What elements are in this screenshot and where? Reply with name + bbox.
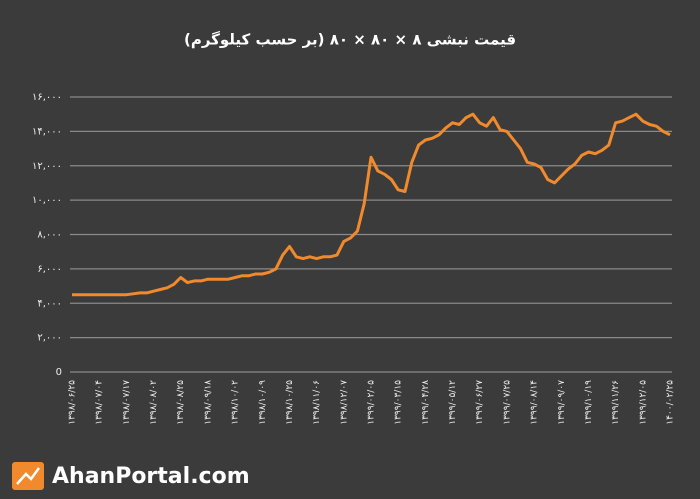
- y-tick-label: ۱۶,۰۰۰: [32, 92, 62, 103]
- y-tick-label: 0: [56, 367, 62, 378]
- x-tick-label: ۱۳۹۹/۰۳/۱۵: [394, 380, 404, 425]
- x-tick-label: ۱۳۹۸/۱۰/۰۹: [258, 380, 268, 425]
- y-tick-label: ۱۰,۰۰۰: [32, 195, 62, 206]
- x-tick-label: ۱۳۹۸/۰۹/۱۸: [203, 380, 213, 425]
- x-tick-label: ۱۳۹۹/۰۶/۲۷: [475, 380, 485, 425]
- price-line: [72, 112, 671, 297]
- x-tick-label: ۱۴۰۰/۰۲/۲۵: [666, 380, 676, 425]
- x-tick-label: ۱۳۹۹/۰۷/۲۵: [502, 380, 512, 425]
- y-tick-label: ۸,۰۰۰: [37, 230, 62, 241]
- x-tick-label: ۱۳۹۸/۱۰/۰۲: [231, 380, 241, 425]
- y-tick-label: ۱۲,۰۰۰: [32, 161, 62, 172]
- x-tick-label: ۱۳۹۸/۰۸/۲۵: [176, 380, 186, 425]
- x-tick-label: ۱۳۹۹/۰۹/۰۷: [557, 380, 567, 425]
- x-tick-label: ۱۳۹۸/۱۱/۰۶: [312, 380, 322, 425]
- x-tick-label: ۱۳۹۹/۱۰/۱۹: [584, 380, 594, 425]
- x-tick-label: ۱۳۹۸/۰۸/۰۲: [149, 380, 159, 425]
- x-tick-label: ۱۳۹۹/۰۵/۱۲: [448, 380, 458, 425]
- x-tick-label: ۱۳۹۹/۰۲/۰۵: [367, 380, 377, 425]
- x-tick-label: ۱۳۹۹/۰۸/۱۴: [530, 380, 540, 425]
- y-tick-label: ۲,۰۰۰: [37, 333, 62, 344]
- x-tick-label: ۱۳۹۹/۰۴/۲۸: [421, 380, 431, 425]
- y-tick-label: ۶,۰۰۰: [37, 264, 62, 275]
- y-tick-label: ۴,۰۰۰: [37, 298, 62, 309]
- watermark: AhanPortal.com: [52, 464, 250, 489]
- x-tick-label: ۱۳۹۸/۱۰/۲۵: [285, 380, 295, 425]
- x-tick-label: ۱۳۹۸/۰۷/۱۷: [122, 380, 132, 425]
- x-tick-label: ۱۳۹۸/۰۷/۰۴: [95, 380, 105, 425]
- x-tick-label: ۱۳۹۹/۱۱/۲۶: [611, 380, 621, 425]
- x-tick-label: ۱۳۹۸/۱۲/۰۷: [339, 380, 349, 425]
- x-tick-label: ۱۳۹۸/۰۶/۲۵: [68, 380, 78, 425]
- chart-title: قیمت نبشی ۸ × ۸۰ × ۸۰ (بر حسب کیلوگرم): [184, 31, 516, 49]
- y-tick-label: ۱۴,۰۰۰: [32, 126, 62, 137]
- x-tick-label: ۱۳۹۹/۱۲/۰۵: [638, 380, 648, 425]
- logo: [12, 462, 44, 490]
- logo-arrow: [16, 467, 41, 485]
